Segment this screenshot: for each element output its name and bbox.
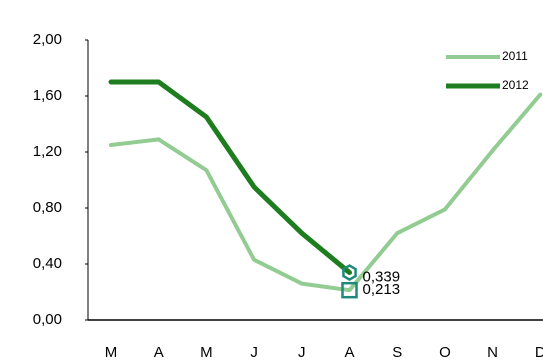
x-tick-label: M [105,344,118,360]
y-tick-label: 0,80 [33,199,62,216]
point-marker [342,264,357,281]
y-tick-label: 2,00 [33,31,62,48]
x-tick-label: S [392,344,402,360]
legend-label: 2012 [502,78,529,92]
x-tick-label: A [154,344,164,360]
x-tick-label: A [344,344,354,360]
series-line [109,92,543,293]
y-tick-label: 1,60 [33,87,62,104]
legend-label: 2011 [502,49,528,63]
y-tick-label: 1,20 [33,143,62,160]
x-tick-label: M [200,344,213,360]
point-marker [341,281,358,299]
x-tick-label: J [298,344,306,360]
y-tick-label: 0,00 [33,311,62,328]
x-tick-label: N [487,344,498,360]
y-tick-label: 0,40 [33,255,62,272]
data-label: 0,339 [363,269,401,286]
series-line [108,79,352,276]
x-tick-label: O [439,344,451,360]
x-tick-label: D [535,344,543,360]
data-label: 0,213 [363,281,401,298]
x-tick-label: J [250,344,258,360]
